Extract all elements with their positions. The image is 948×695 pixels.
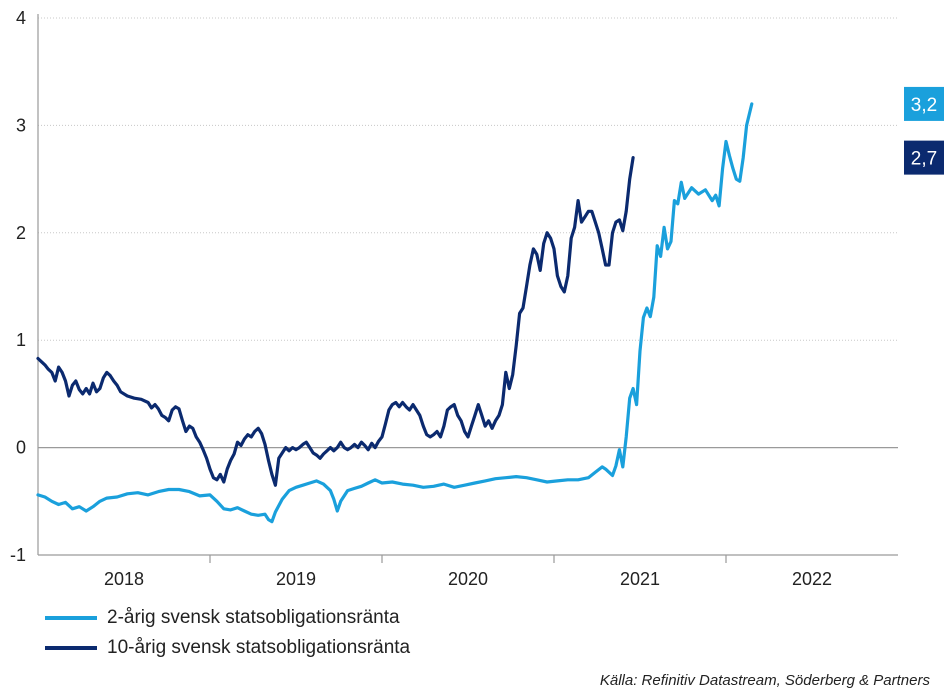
legend-item-2y: 2-årig svensk statsobligationsränta <box>45 607 400 629</box>
legend-label-10y: 10-årig svensk statsobligationsränta <box>107 637 411 658</box>
x-tick-label: 2022 <box>792 569 832 589</box>
series-line-1 <box>36 156 635 487</box>
series-lines <box>36 102 754 524</box>
y-tick-label: 0 <box>16 438 26 458</box>
end-labels: 3,2 2,7 <box>904 86 944 175</box>
end-label-box-0 <box>904 86 944 121</box>
tick-labels: 4 3 2 1 0 -1 2018 2019 2020 2021 2022 <box>10 8 832 589</box>
y-tick-label: 1 <box>16 330 26 350</box>
end-label-1: 2,7 <box>911 149 937 170</box>
legend-swatch-2y <box>45 616 97 620</box>
y-tick-label: 3 <box>16 115 26 135</box>
x-tick-label: 2021 <box>620 569 660 589</box>
gridlines <box>38 17 898 556</box>
x-tick-label: 2020 <box>448 569 488 589</box>
end-label-0: 3,2 <box>911 95 937 116</box>
end-label-box-1 <box>904 140 944 175</box>
legend-swatch-10y <box>45 646 97 650</box>
legend-label-2y: 2-årig svensk statsobligationsränta <box>107 607 400 628</box>
source-note: Källa: Refinitiv Datastream, Söderberg &… <box>599 672 930 689</box>
legend-item-10y: 10-årig svensk statsobligationsränta <box>45 637 410 659</box>
axes <box>37 14 898 563</box>
line-chart: 4 3 2 1 0 -1 2018 2019 2020 2021 2022 3,2 2,7 <box>10 8 944 589</box>
y-tick-label: 2 <box>16 223 26 243</box>
series-line-0 <box>36 102 754 524</box>
x-tick-label: 2018 <box>104 569 144 589</box>
y-tick-label: -1 <box>10 545 26 565</box>
x-tick-label: 2019 <box>276 569 316 589</box>
y-tick-label: 4 <box>16 8 26 28</box>
